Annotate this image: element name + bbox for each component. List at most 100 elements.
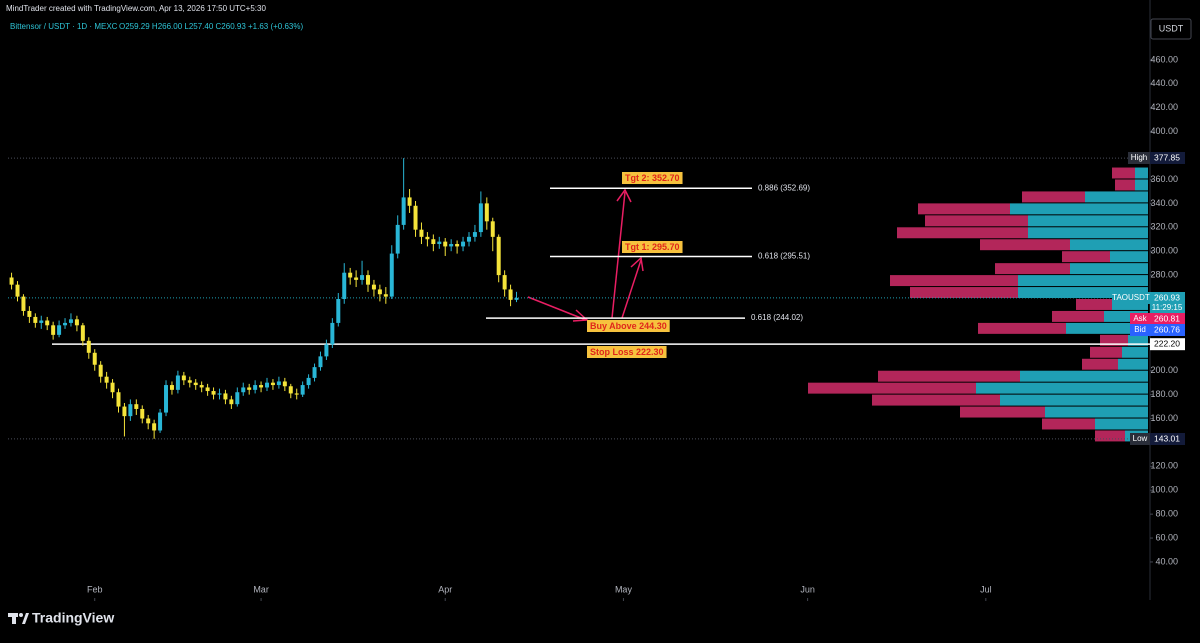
profile-up xyxy=(1000,394,1148,406)
y-tick-label: 200.00 xyxy=(1150,365,1178,375)
profile-down xyxy=(1095,430,1125,442)
y-tick-label: 120.00 xyxy=(1150,461,1178,471)
y-tick-label: 420.00 xyxy=(1150,102,1178,112)
profile-up xyxy=(1010,203,1148,215)
ask-label: Ask xyxy=(1133,314,1147,323)
high-value: 377.85 xyxy=(1154,152,1180,162)
currency-box[interactable] xyxy=(1150,18,1192,40)
candle-body xyxy=(478,203,483,233)
candle-body xyxy=(199,385,204,388)
candle-body xyxy=(413,205,418,230)
y-tick-label: 360.00 xyxy=(1150,174,1178,184)
candle-body xyxy=(223,393,228,400)
profile-down xyxy=(878,370,1020,382)
candle-body xyxy=(247,387,252,390)
bid-value: 260.76 xyxy=(1154,324,1180,334)
profile-up xyxy=(1095,418,1148,430)
candle-body xyxy=(74,319,79,326)
low-value: 143.01 xyxy=(1154,433,1180,443)
candle-body xyxy=(241,387,246,393)
candle-body xyxy=(306,377,311,386)
candle-body xyxy=(425,236,430,240)
candle-body xyxy=(330,322,335,345)
candle-body xyxy=(152,423,157,431)
profile-down xyxy=(1090,346,1122,358)
candle-body xyxy=(205,387,210,392)
profile-down xyxy=(1022,191,1085,203)
profile-up xyxy=(1122,346,1148,358)
profile-up xyxy=(1110,251,1148,263)
candle-body xyxy=(377,289,382,295)
x-tick-label: Mar xyxy=(253,584,269,594)
last-value: 260.93 xyxy=(1154,292,1180,302)
candle-body xyxy=(134,404,139,409)
symbol: Bittensor / USDT · 1D · MEXC xyxy=(10,22,118,31)
high-label-box xyxy=(1128,152,1150,164)
x-tick-label: May xyxy=(615,584,633,594)
stop-value-box xyxy=(1150,338,1185,351)
y-tick-label: 300.00 xyxy=(1150,246,1178,256)
profile-up xyxy=(1020,370,1148,382)
profile-down xyxy=(897,227,1028,239)
stop-value: 222.20 xyxy=(1154,338,1180,348)
profile-down xyxy=(1082,358,1118,370)
profile-down xyxy=(1062,251,1110,263)
candle-body xyxy=(80,325,85,341)
candle-body xyxy=(158,412,163,431)
y-tick-label: 180.00 xyxy=(1150,389,1178,399)
profile-up xyxy=(1028,215,1148,227)
candle-body xyxy=(211,391,216,395)
currency: USDT xyxy=(1159,23,1184,33)
candle-body xyxy=(288,386,293,394)
fib-label: 0.618 (244.02) xyxy=(751,313,803,322)
annotation: Buy Above 244.30 xyxy=(587,320,670,332)
credit: MindTrader created with TradingView.com,… xyxy=(6,4,266,13)
countdown: 11:29:15 xyxy=(1152,303,1183,312)
ask-value: 260.81 xyxy=(1154,313,1180,323)
y-tick-label: 460.00 xyxy=(1150,54,1178,64)
ask-value-box xyxy=(1150,313,1185,325)
profile-up xyxy=(1070,263,1148,275)
candle-body xyxy=(110,382,115,393)
candle-body xyxy=(383,294,388,297)
profile-down xyxy=(910,287,1018,299)
candle-body xyxy=(253,385,258,390)
candle-body xyxy=(270,382,275,386)
profile-up xyxy=(1018,287,1148,299)
candle-body xyxy=(259,385,264,388)
candle-body xyxy=(128,404,133,417)
candle-body xyxy=(98,364,103,377)
candle-body xyxy=(229,399,234,405)
last-label-box xyxy=(1112,292,1150,304)
y-tick-label: 160.00 xyxy=(1150,413,1178,423)
candle-body xyxy=(472,232,477,237)
candle-body xyxy=(276,381,281,386)
profile-down xyxy=(925,215,1028,227)
candle-body xyxy=(348,272,353,278)
annotation: Stop Loss 222.30 xyxy=(587,346,667,358)
candle-body xyxy=(122,406,127,417)
profile-up xyxy=(1135,179,1148,191)
candle-body xyxy=(342,272,347,300)
annotation-text: Tgt 2: 352.70 xyxy=(625,173,680,183)
profile-down xyxy=(1100,334,1128,346)
profile-up xyxy=(1066,322,1148,334)
candle-body xyxy=(116,392,121,407)
y-tick-label: 340.00 xyxy=(1150,198,1178,208)
candle-body xyxy=(33,316,38,323)
low-label-box xyxy=(1130,433,1150,445)
candle-body xyxy=(140,408,145,419)
profile-up xyxy=(1018,275,1148,287)
profile-down xyxy=(808,382,976,394)
candle-body xyxy=(401,197,406,225)
profile-down xyxy=(1115,179,1135,191)
profile-up xyxy=(1045,406,1148,418)
candle-body xyxy=(181,375,186,381)
candle-body xyxy=(63,322,68,326)
annotation: Tgt 2: 352.70 xyxy=(622,172,683,184)
candle-body xyxy=(407,197,412,206)
annotation-text: Stop Loss 222.30 xyxy=(590,347,664,357)
candle-body xyxy=(265,382,270,388)
